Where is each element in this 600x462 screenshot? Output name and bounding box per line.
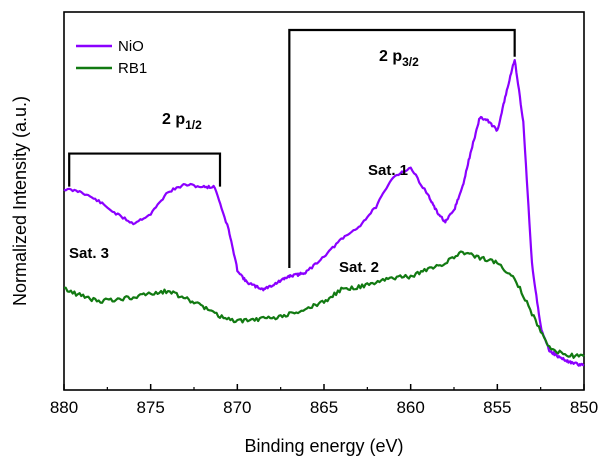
x-tick-label-865: 865 [310,398,338,417]
x-tick-layer: 880 875 870 865 860 855 850 [50,384,598,417]
annotation-2p32: 2 p3/2 [379,48,419,69]
x-tick-label-875: 875 [136,398,164,417]
svg-text:2 p3/2: 2 p3/2 [379,48,419,69]
x-tick-label-870: 870 [223,398,251,417]
series-line-rb1 [63,250,585,359]
bracket-2p32 [288,28,516,269]
y-axis-title: Normalized Intensity (a.u.) [10,96,30,306]
series-layer [63,59,585,367]
annotation-sat3: Sat. 3 [69,245,109,262]
annotation-sat2: Sat. 2 [339,259,379,276]
x-tick-label-880: 880 [50,398,78,417]
x-tick-label-860: 860 [396,398,424,417]
bracket-2p12 [68,152,222,187]
x-axis-title: Binding energy (eV) [244,436,403,456]
annotation-2p32-sub: 3/2 [402,55,419,69]
annotation-2p32-main: 2 p [379,48,402,65]
x-tick-label-855: 855 [483,398,511,417]
legend: NiO RB1 [76,38,147,77]
legend-label-rb1: RB1 [118,60,147,77]
annotation-2p12-main: 2 p [162,111,185,128]
bracket-layer [68,28,516,269]
legend-label-nio: NiO [118,38,144,55]
x-tick-label-850: 850 [570,398,598,417]
annotation-sat1: Sat. 1 [368,162,408,179]
svg-text:2 p1/2: 2 p1/2 [162,111,202,132]
annotation-2p12-sub: 1/2 [185,118,202,132]
annotation-2p12: 2 p1/2 [162,111,202,132]
series-line-nio [63,59,585,367]
